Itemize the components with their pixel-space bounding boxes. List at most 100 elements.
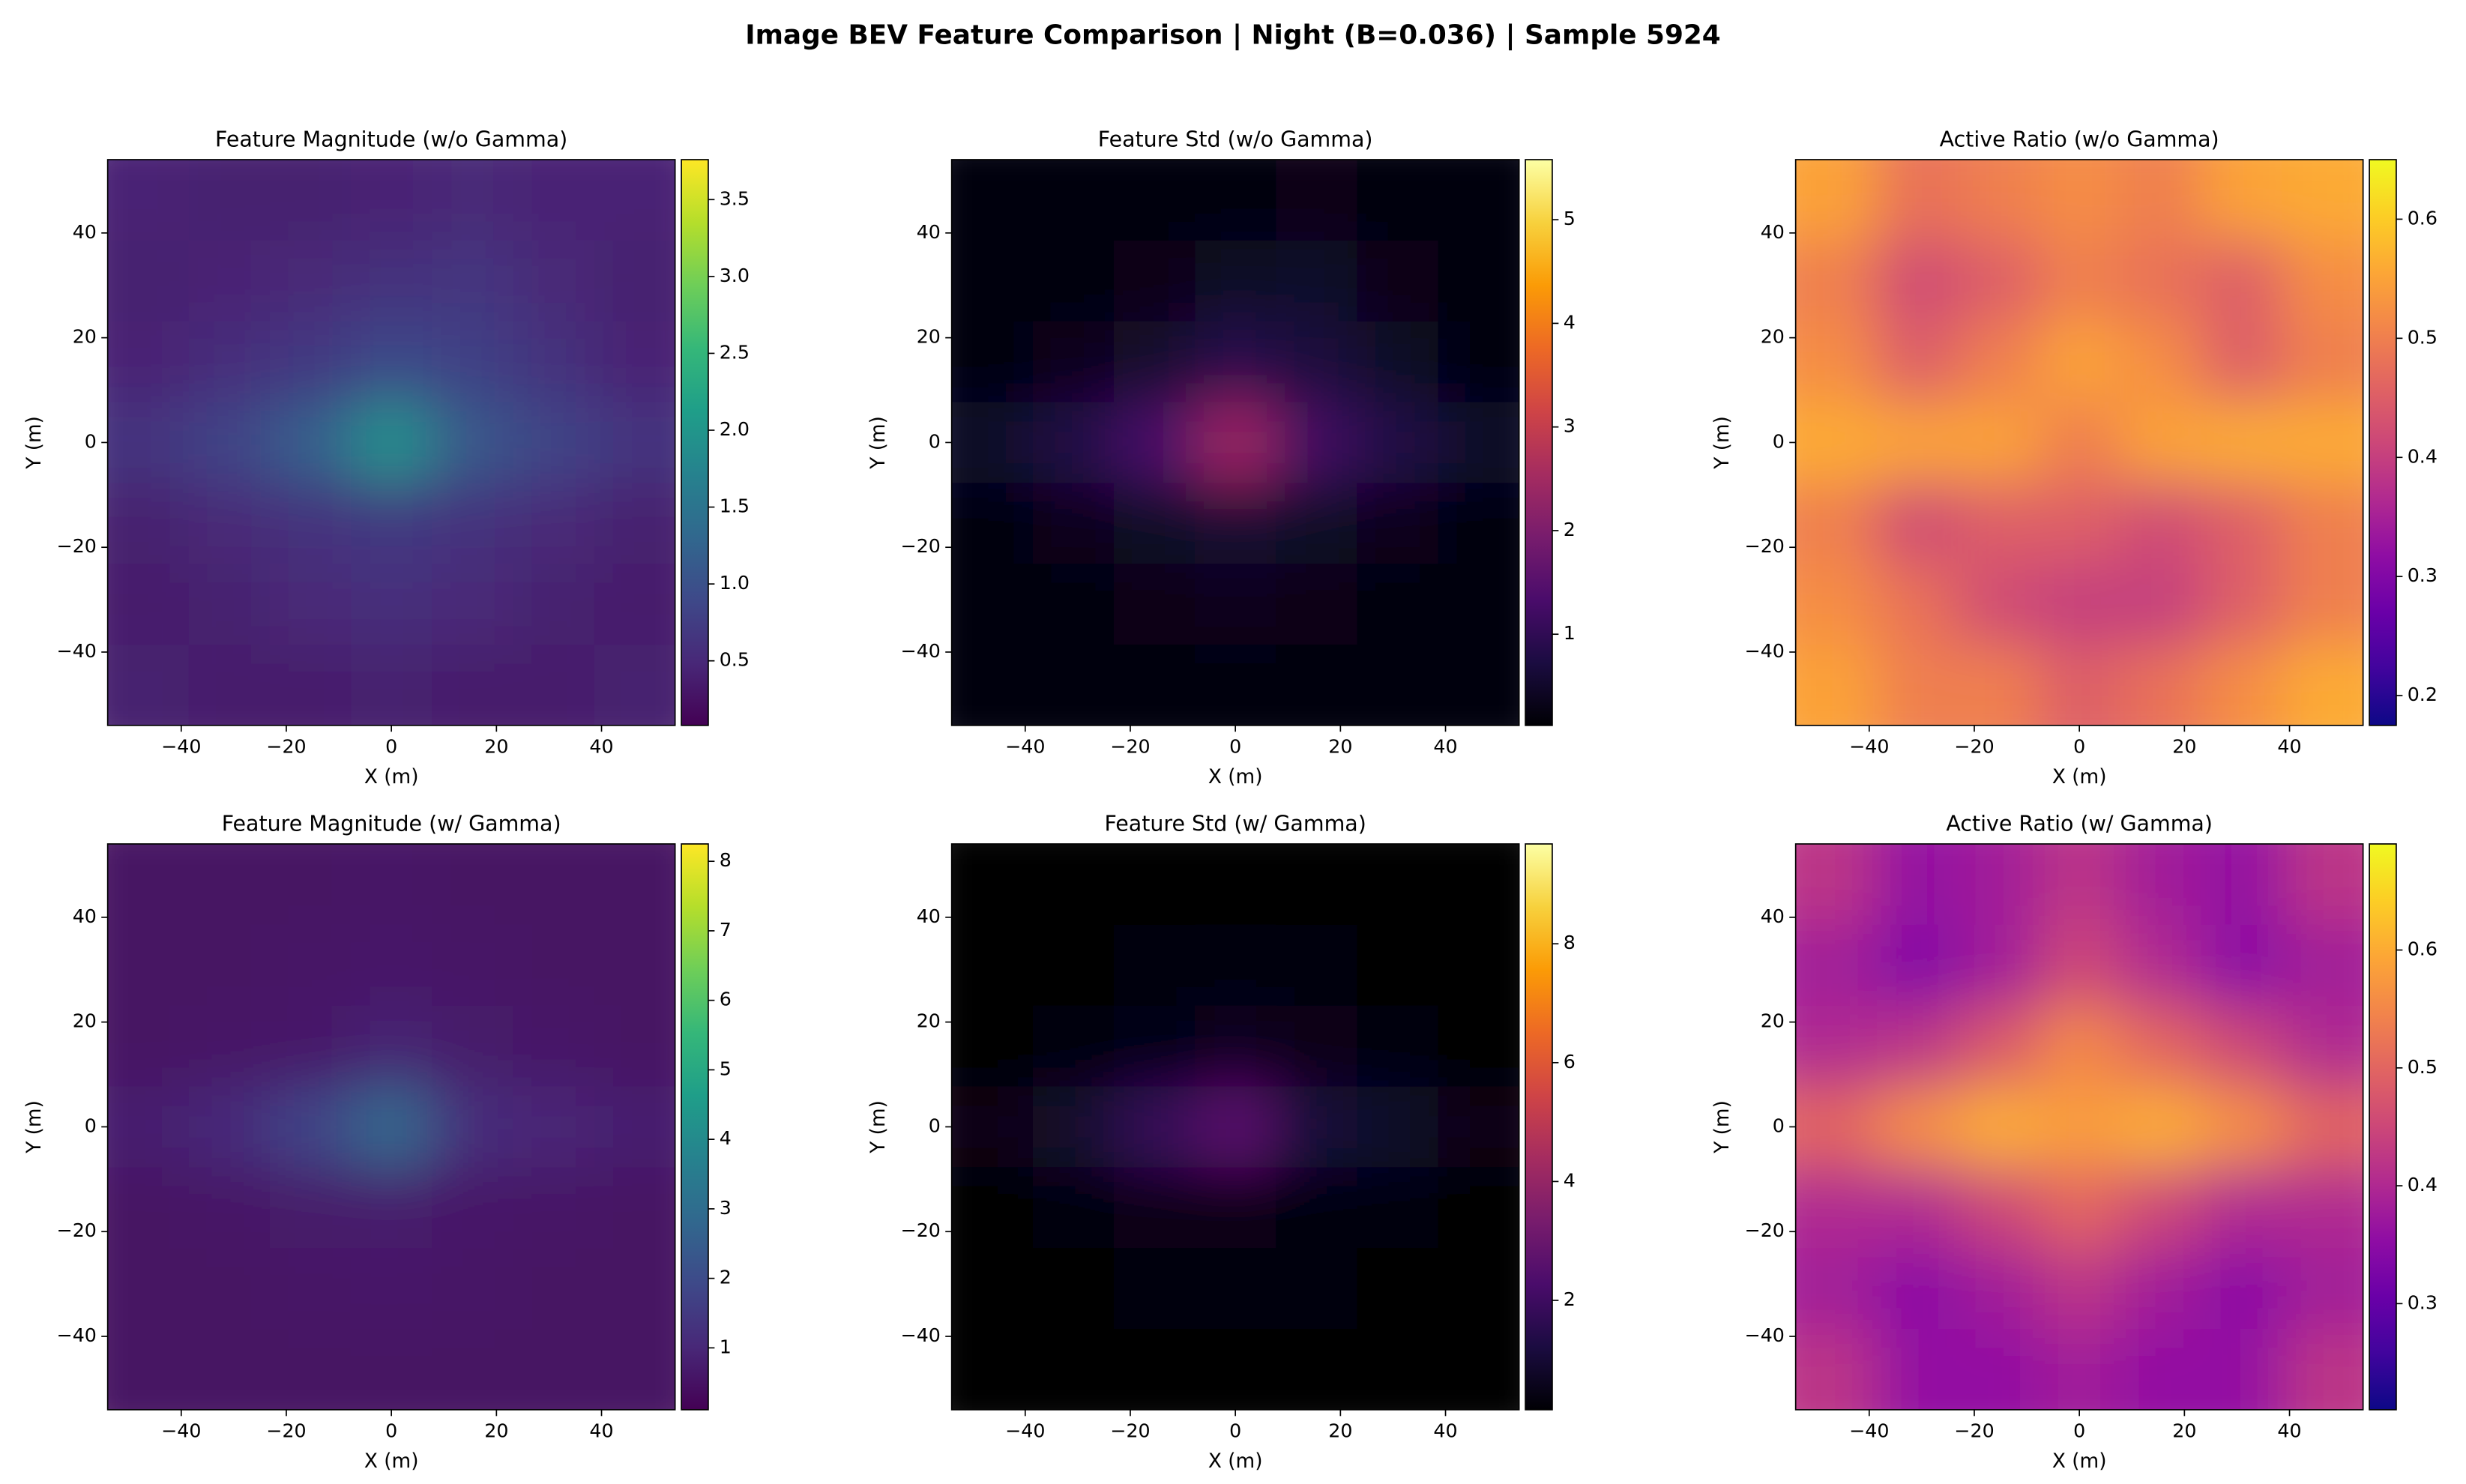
heat-cell <box>1876 321 1959 403</box>
y-tick-label: 40 <box>1761 221 1785 243</box>
heat-cell <box>951 924 1034 1007</box>
heat-cell <box>1113 240 1196 322</box>
colorbar-tick-label: 1 <box>1564 622 1576 644</box>
y-tick-label: 0 <box>1773 1114 1785 1136</box>
heat-cell <box>1357 645 1439 726</box>
y-tick-label: −40 <box>57 1324 97 1346</box>
y-tick-label: 20 <box>73 326 97 348</box>
y-tick-label: −20 <box>901 535 941 557</box>
heat-cell <box>513 321 595 403</box>
y-tick-label: 0 <box>85 430 97 452</box>
y-axis-label: Y (m) <box>1711 1100 1734 1154</box>
heat-cell <box>951 1005 1034 1088</box>
x-tick-label: −20 <box>1110 1420 1150 1441</box>
heat-cell <box>513 483 595 565</box>
colorbar-tick-label: 2 <box>1564 519 1576 540</box>
heat-cell <box>1357 844 1439 926</box>
heatmap <box>1795 844 2363 1410</box>
heat-cell <box>1032 564 1115 646</box>
heat-cell <box>1876 1167 1959 1249</box>
axes-title: Feature Std (w/ Gamma) <box>1104 812 1366 836</box>
y-tick-label: 20 <box>1761 326 1785 348</box>
heat-cell <box>2039 1329 2121 1410</box>
heat-cell <box>107 1248 190 1330</box>
heat-cell <box>188 924 271 1007</box>
heat-cell <box>2039 844 2121 926</box>
heat-cell <box>1113 564 1196 646</box>
x-tick-label: 40 <box>1433 735 1457 757</box>
heat-cell <box>513 564 595 646</box>
heat-cell <box>1957 1086 2040 1168</box>
heat-cell <box>2201 924 2283 1007</box>
heat-cell <box>1357 159 1439 241</box>
heat-cell <box>1032 240 1115 322</box>
heat-cell <box>1795 924 1878 1007</box>
x-tick-label: 0 <box>1229 1420 1241 1441</box>
heat-cell <box>351 924 433 1007</box>
colorbar-tick-label: 2.5 <box>720 341 750 363</box>
heat-cell <box>1795 321 1878 403</box>
heat-cell <box>432 159 514 241</box>
x-axis-label: X (m) <box>2052 766 2107 788</box>
heat-cell <box>1276 402 1358 484</box>
heat-cell <box>107 402 190 484</box>
heat-cell <box>951 321 1034 403</box>
heat-cell <box>1438 159 1519 241</box>
y-tick-label: −20 <box>901 1219 941 1241</box>
heat-cell <box>594 1167 675 1249</box>
heat-cell <box>432 321 514 403</box>
axes-title: Feature Std (w/o Gamma) <box>1098 127 1373 152</box>
heat-cell <box>1795 240 1878 322</box>
heat-cell <box>1957 240 2040 322</box>
heat-cell <box>1195 1167 1277 1249</box>
colorbar-tick-label: 8 <box>1564 932 1576 953</box>
heat-cell <box>951 844 1034 926</box>
heatmap-cells <box>951 844 1519 1410</box>
heat-cell <box>432 1329 514 1410</box>
y-tick-label: 40 <box>73 221 97 243</box>
heat-cell <box>1876 564 1959 646</box>
heat-cell <box>1195 645 1277 726</box>
heat-cell <box>2282 1167 2363 1249</box>
heat-cell <box>1276 1329 1358 1410</box>
heat-cell <box>1357 564 1439 646</box>
heat-cell <box>951 645 1034 726</box>
heat-cell <box>594 483 675 565</box>
heat-cell <box>1113 645 1196 726</box>
x-tick-label: 0 <box>385 1420 397 1441</box>
heat-cell <box>951 159 1034 241</box>
heat-cell <box>513 645 595 726</box>
heat-cell <box>1795 1167 1878 1249</box>
y-tick-label: 20 <box>917 1010 941 1032</box>
heat-cell <box>188 1248 271 1330</box>
heat-cell <box>1957 1167 2040 1249</box>
heat-cell <box>513 1086 595 1168</box>
heat-cell <box>2201 645 2283 726</box>
heat-cell <box>1876 402 1959 484</box>
y-axis-label: Y (m) <box>23 1100 46 1154</box>
heat-cell <box>269 483 352 565</box>
heat-cell <box>2282 159 2363 241</box>
heat-cell <box>188 1167 271 1249</box>
heat-cell <box>107 321 190 403</box>
x-tick-label: 20 <box>1328 1420 1352 1441</box>
heat-cell <box>1795 159 1878 241</box>
heat-cell <box>513 1167 595 1249</box>
heatmap <box>107 844 675 1410</box>
x-tick-label: 40 <box>2277 1420 2301 1441</box>
colorbar-tick-label: 0.6 <box>2408 207 2438 229</box>
heat-cell <box>2282 402 2363 484</box>
heat-cell <box>188 1005 271 1088</box>
heat-cell <box>2282 1005 2363 1088</box>
heat-cell <box>2120 1005 2202 1088</box>
y-tick-label: −40 <box>901 1324 941 1346</box>
colorbar-tick-label: 4 <box>1564 311 1576 333</box>
x-axis-label: X (m) <box>364 766 419 788</box>
heat-cell <box>1113 1086 1196 1168</box>
heat-cell <box>1113 483 1196 565</box>
heat-cell <box>513 240 595 322</box>
heat-cell <box>107 1005 190 1088</box>
heat-cell <box>1957 564 2040 646</box>
heat-cell <box>2201 240 2283 322</box>
